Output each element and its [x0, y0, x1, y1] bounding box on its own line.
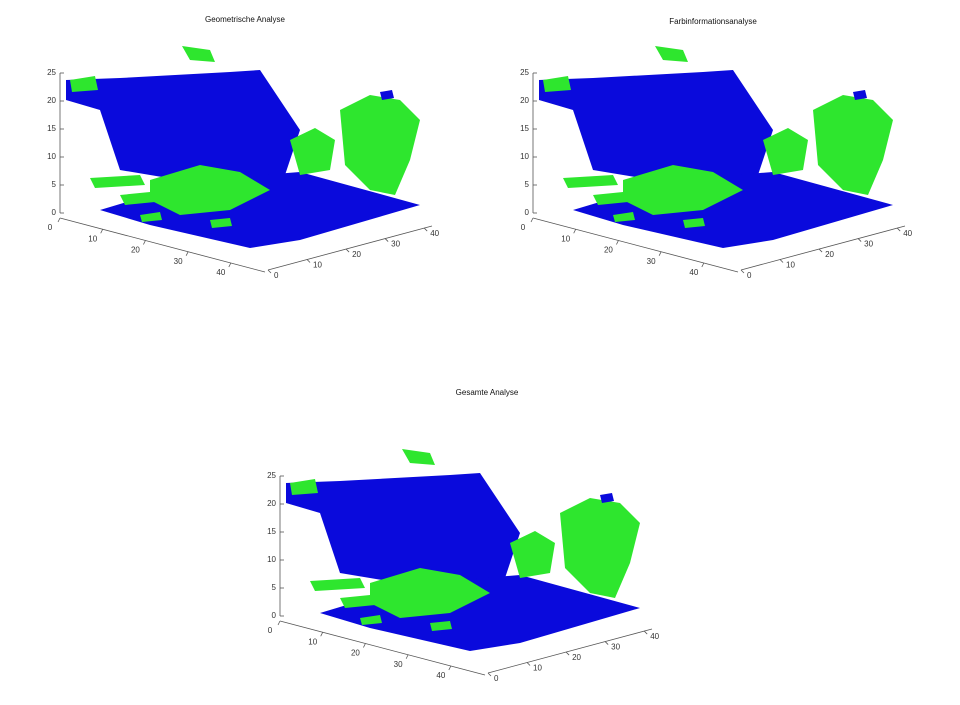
y-tick	[423, 227, 428, 232]
y-tick	[896, 227, 901, 232]
y-tick-label: 0	[747, 271, 752, 280]
z-tick-label: 15	[47, 124, 56, 133]
y-tick	[643, 630, 648, 635]
z-tick-label: 20	[520, 96, 529, 105]
y-tick	[604, 641, 609, 645]
z-tick-label: 20	[47, 96, 56, 105]
z-tick-label: 0	[52, 208, 57, 217]
x-tick	[363, 643, 366, 648]
y-tick-label: 30	[391, 240, 400, 249]
y-tick-label: 0	[494, 674, 499, 683]
y-tick	[857, 238, 862, 242]
y-tick	[345, 248, 350, 253]
x-tick-label: 30	[394, 660, 403, 669]
x-tick-label: 20	[351, 649, 360, 658]
x-tick	[616, 240, 619, 245]
y-axis	[740, 225, 906, 271]
z-tick-label: 10	[47, 152, 56, 161]
x-tick-label: 40	[216, 268, 225, 277]
x-tick-label: 30	[174, 257, 183, 266]
y-axis	[267, 225, 433, 271]
x-tick	[320, 632, 324, 637]
y-tick	[487, 672, 492, 677]
z-tick-label: 5	[525, 180, 530, 189]
point-cloud	[66, 46, 420, 248]
y-tick	[779, 259, 784, 263]
z-tick-label: 15	[520, 124, 529, 133]
x-tick-label: 10	[88, 234, 97, 243]
chart-title: Gesamte Analyse	[456, 388, 519, 397]
x-tick	[448, 665, 452, 671]
y-tick	[306, 259, 311, 263]
x-tick-label: 0	[521, 223, 526, 232]
x-tick-label: 40	[689, 268, 698, 277]
y-tick	[740, 269, 745, 274]
x-tick-label: 20	[131, 246, 140, 255]
z-tick-label: 25	[267, 471, 276, 480]
x-tick	[143, 240, 146, 245]
z-tick-label: 0	[272, 611, 277, 620]
y-tick-label: 30	[611, 643, 620, 652]
y-tick	[565, 651, 570, 656]
x-tick	[57, 217, 61, 223]
y-tick-label: 40	[650, 632, 659, 641]
x-tick	[658, 251, 662, 256]
y-tick-label: 20	[352, 250, 361, 259]
y-tick	[818, 248, 823, 253]
y-tick-label: 0	[274, 271, 279, 280]
z-tick-label: 25	[47, 68, 56, 77]
x-tick	[530, 217, 534, 223]
point-cloud	[539, 46, 893, 248]
y-tick-label: 10	[313, 261, 322, 270]
x-tick	[405, 654, 409, 659]
z-tick-label: 20	[267, 499, 276, 508]
point-cloud	[286, 449, 640, 651]
chart-title: Farbinformationsanalyse	[669, 17, 757, 26]
y-tick-label: 10	[533, 664, 542, 673]
x-tick-label: 0	[48, 223, 53, 232]
x-tick	[573, 229, 577, 234]
y-tick-label: 20	[825, 250, 834, 259]
z-tick-label: 25	[520, 68, 529, 77]
z-tick-label: 0	[525, 208, 530, 217]
x-tick-label: 30	[647, 257, 656, 266]
z-tick-label: 10	[267, 555, 276, 564]
z-tick-label: 5	[272, 583, 277, 592]
z-tick-label: 15	[267, 527, 276, 536]
y-tick-label: 10	[786, 261, 795, 270]
y-tick	[526, 662, 531, 666]
y-tick	[384, 238, 389, 242]
y-tick-label: 20	[572, 653, 581, 662]
x-tick	[100, 229, 104, 234]
x-tick-label: 10	[561, 234, 570, 243]
z-tick-label: 5	[52, 180, 57, 189]
x-tick-label: 20	[604, 246, 613, 255]
y-tick-label: 40	[903, 229, 912, 238]
z-tick-label: 10	[520, 152, 529, 161]
x-tick	[701, 262, 705, 268]
chart-title: Geometrische Analyse	[205, 15, 286, 24]
y-tick-label: 30	[864, 240, 873, 249]
x-tick	[185, 251, 189, 256]
x-tick	[228, 262, 232, 268]
y-axis	[487, 628, 653, 674]
y-tick	[267, 269, 272, 274]
x-tick-label: 0	[268, 626, 273, 635]
y-tick-label: 40	[430, 229, 439, 238]
x-tick-label: 10	[308, 637, 317, 646]
x-tick	[277, 620, 281, 626]
x-tick-label: 40	[436, 671, 445, 680]
